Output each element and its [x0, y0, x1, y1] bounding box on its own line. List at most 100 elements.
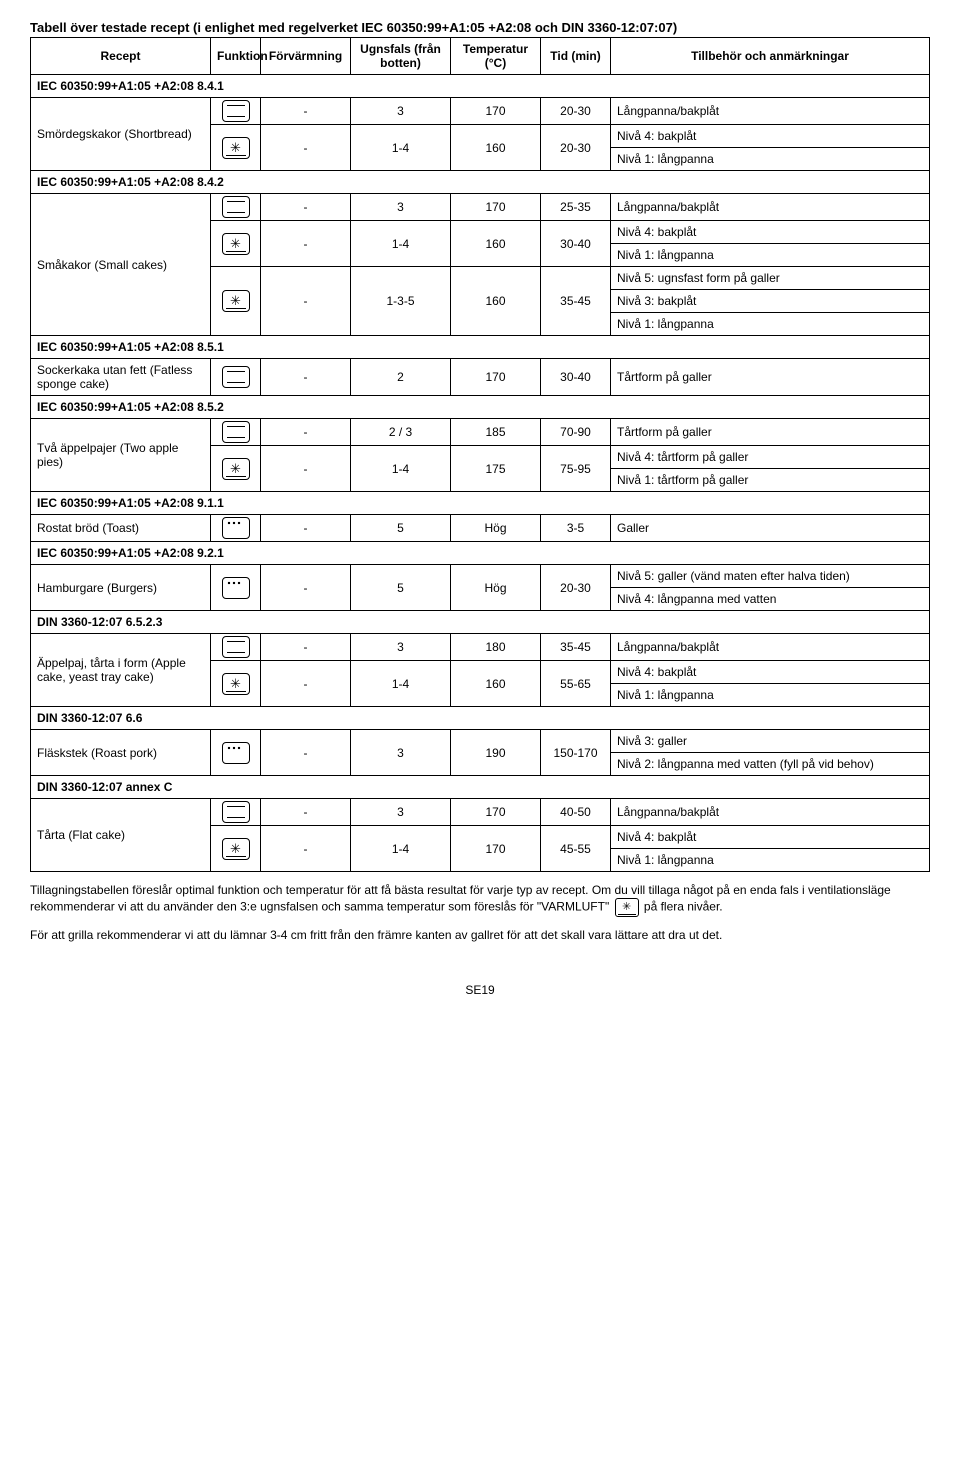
function-icon-cell [211, 359, 261, 396]
recipe-name: Äppelpaj, tårta i form (Apple cake, yeas… [31, 634, 211, 707]
cell-preheat: - [261, 661, 351, 707]
cell-time: 20-30 [541, 125, 611, 171]
recipe-name: Rostat bröd (Toast) [31, 515, 211, 542]
function-icon-cell [211, 634, 261, 661]
header-recipe: Recept [31, 38, 211, 75]
cell-time: 30-40 [541, 221, 611, 267]
accessory-cell: Tårtform på galler [611, 359, 930, 396]
cell-preheat: - [261, 799, 351, 826]
conv-icon [222, 366, 250, 388]
cell-temp: 170 [451, 194, 541, 221]
cell-level: 3 [351, 194, 451, 221]
cell-preheat: - [261, 446, 351, 492]
header-temp: Temperatur (°C) [451, 38, 541, 75]
cell-time: 3-5 [541, 515, 611, 542]
cell-temp: 190 [451, 730, 541, 776]
cell-preheat: - [261, 221, 351, 267]
recipe-name: Två äppelpajer (Two apple pies) [31, 419, 211, 492]
section-heading: IEC 60350:99+A1:05 +A2:08 8.4.2 [31, 171, 930, 194]
accessory-cell: Nivå 1: långpanna [611, 313, 930, 336]
cell-preheat: - [261, 98, 351, 125]
cell-level: 2 / 3 [351, 419, 451, 446]
fan-icon [615, 898, 639, 917]
section-heading: IEC 60350:99+A1:05 +A2:08 8.4.1 [31, 75, 930, 98]
cell-level: 1-4 [351, 125, 451, 171]
cell-temp: Hög [451, 515, 541, 542]
fan-icon [222, 233, 250, 255]
accessory-cell: Nivå 3: bakplåt [611, 290, 930, 313]
cell-temp: 185 [451, 419, 541, 446]
cell-temp: 170 [451, 826, 541, 872]
function-icon-cell [211, 125, 261, 171]
table-title: Tabell över testade recept (i enlighet m… [30, 20, 930, 35]
recipe-name: Småkakor (Small cakes) [31, 194, 211, 336]
cell-temp: 160 [451, 221, 541, 267]
grill-icon [222, 742, 250, 764]
cell-level: 5 [351, 515, 451, 542]
cell-preheat: - [261, 634, 351, 661]
fan-icon [222, 137, 250, 159]
footer-paragraph-2: För att grilla rekommenderar vi att du l… [30, 927, 930, 943]
fan-icon [222, 290, 250, 312]
cell-level: 1-4 [351, 446, 451, 492]
recipe-name: Fläskstek (Roast pork) [31, 730, 211, 776]
function-icon-cell [211, 221, 261, 267]
function-icon-cell [211, 419, 261, 446]
section-heading: IEC 60350:99+A1:05 +A2:08 8.5.2 [31, 396, 930, 419]
cell-time: 75-95 [541, 446, 611, 492]
fan-icon [222, 458, 250, 480]
cell-level: 1-4 [351, 221, 451, 267]
accessory-cell: Nivå 4: långpanna med vatten [611, 588, 930, 611]
cell-preheat: - [261, 515, 351, 542]
cell-temp: 160 [451, 661, 541, 707]
accessory-cell: Nivå 4: bakplåt [611, 661, 930, 684]
accessory-cell: Nivå 4: bakplåt [611, 826, 930, 849]
footer-text-1b: på flera nivåer. [641, 900, 723, 914]
conv-icon [222, 801, 250, 823]
function-icon-cell [211, 194, 261, 221]
recipe-name: Smördegskakor (Shortbread) [31, 98, 211, 171]
conv-icon [222, 100, 250, 122]
accessory-cell: Långpanna/bakplåt [611, 799, 930, 826]
fan-icon [222, 673, 250, 695]
function-icon-cell [211, 826, 261, 872]
cell-level: 3 [351, 634, 451, 661]
accessory-cell: Galler [611, 515, 930, 542]
cell-temp: 170 [451, 359, 541, 396]
cell-temp: 175 [451, 446, 541, 492]
grill-icon [222, 517, 250, 539]
accessory-cell: Långpanna/bakplåt [611, 98, 930, 125]
accessory-cell: Nivå 3: galler [611, 730, 930, 753]
footer-paragraph-1: Tillagningstabellen föreslår optimal fun… [30, 882, 930, 917]
cell-time: 45-55 [541, 826, 611, 872]
cell-level: 1-3-5 [351, 267, 451, 336]
accessory-cell: Nivå 1: tårtform på galler [611, 469, 930, 492]
header-accessories: Tillbehör och anmärkningar [611, 38, 930, 75]
accessory-cell: Nivå 1: långpanna [611, 849, 930, 872]
accessory-cell: Nivå 4: bakplåt [611, 125, 930, 148]
accessory-cell: Långpanna/bakplåt [611, 194, 930, 221]
recipe-table: Recept Funktion Förvärmning Ugnsfals (fr… [30, 37, 930, 872]
cell-temp: 160 [451, 267, 541, 336]
function-icon-cell [211, 446, 261, 492]
header-level: Ugnsfals (från botten) [351, 38, 451, 75]
accessory-cell: Nivå 2: långpanna med vatten (fyll på vi… [611, 753, 930, 776]
cell-temp: 170 [451, 98, 541, 125]
cell-preheat: - [261, 267, 351, 336]
cell-level: 3 [351, 799, 451, 826]
cell-temp: 170 [451, 799, 541, 826]
function-icon-cell [211, 267, 261, 336]
cell-time: 150-170 [541, 730, 611, 776]
cell-level: 3 [351, 98, 451, 125]
function-icon-cell [211, 98, 261, 125]
section-heading: DIN 3360-12:07 annex C [31, 776, 930, 799]
cell-level: 1-4 [351, 661, 451, 707]
header-preheat: Förvärmning [261, 38, 351, 75]
function-icon-cell [211, 661, 261, 707]
conv-icon [222, 196, 250, 218]
recipe-name: Sockerkaka utan fett (Fatless sponge cak… [31, 359, 211, 396]
cell-preheat: - [261, 565, 351, 611]
cell-preheat: - [261, 826, 351, 872]
footer-text-1a: Tillagningstabellen föreslår optimal fun… [30, 883, 891, 914]
cell-temp: 160 [451, 125, 541, 171]
